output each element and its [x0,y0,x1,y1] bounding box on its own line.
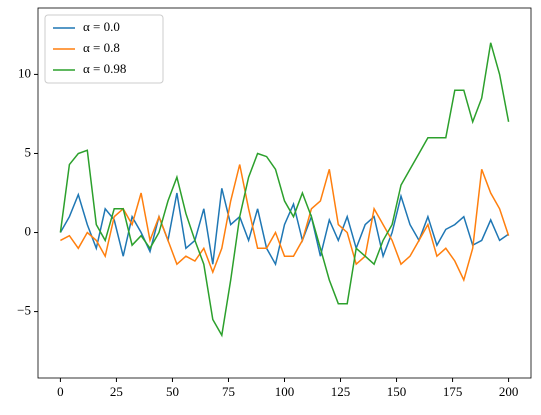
x-tick-label: 125 [331,384,351,399]
y-tick-label: 0 [25,224,32,239]
legend-label: α = 0.98 [83,61,126,76]
series-line [59,188,510,267]
legend-label: α = 0.8 [83,40,120,55]
legend-box [44,14,164,84]
x-tick-label: 75 [222,384,235,399]
plot-frame [37,7,532,379]
x-tick-label: 25 [110,384,123,399]
series-line [60,164,510,283]
x-tick-label: 100 [275,384,295,399]
y-tick-label: 10 [18,65,31,80]
x-tick-label: 150 [387,384,407,399]
legend-label: α = 0.0 [83,19,120,34]
series-line [59,42,510,338]
x-tick-label: 50 [166,384,179,399]
y-tick-label: 5 [25,144,32,159]
x-tick-label: 200 [499,384,519,399]
x-tick-label: 0 [57,384,64,399]
y-tick-label: −5 [17,303,31,318]
x-tick-label: 175 [443,384,463,399]
